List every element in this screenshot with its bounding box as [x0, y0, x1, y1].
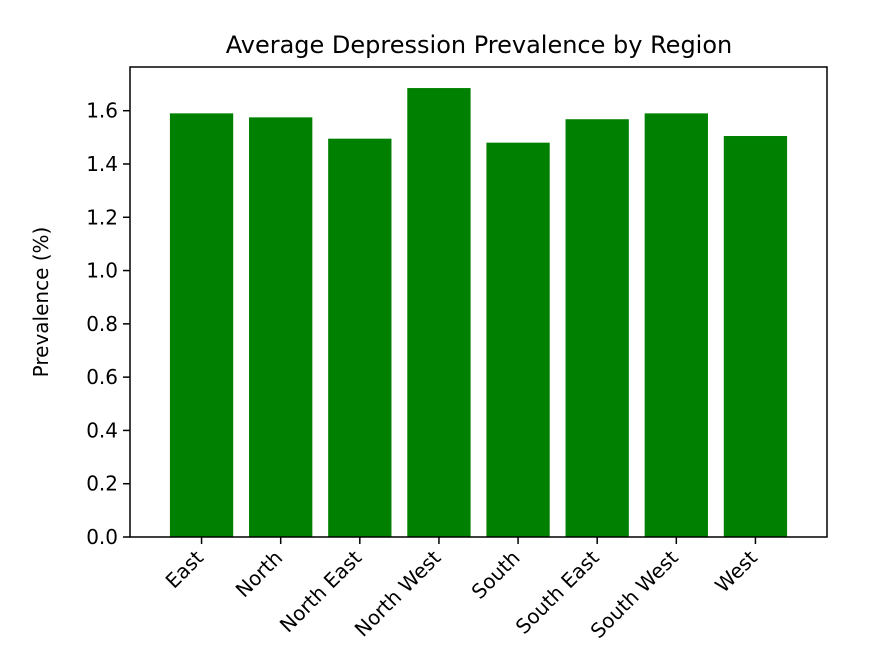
bar: [407, 88, 471, 537]
bar: [565, 119, 629, 537]
x-tick-label: West: [710, 545, 762, 597]
chart-title: Average Depression Prevalence by Region: [226, 31, 733, 59]
y-tick-label: 1.0: [86, 259, 118, 283]
y-tick-label: 0.2: [86, 472, 118, 496]
x-tick-label: East: [161, 545, 209, 593]
y-tick-label: 1.6: [86, 99, 118, 123]
bar: [644, 113, 708, 538]
bar: [723, 136, 788, 537]
bar: [328, 138, 392, 537]
y-tick-label: 0.8: [86, 312, 118, 336]
x-tick-label: North: [231, 546, 288, 603]
y-axis-label: Prevalence (%): [29, 227, 53, 378]
bar: [249, 117, 313, 537]
y-tick-label: 0.4: [86, 418, 118, 442]
y-tick-label: 1.2: [86, 205, 118, 229]
plot-frame: [129, 66, 828, 538]
y-tick-label: 0.6: [86, 365, 118, 389]
y-tick-label: 1.4: [86, 152, 118, 176]
bar: [486, 142, 550, 537]
x-tick-label: North West: [350, 545, 446, 641]
x-tick-label: South: [467, 546, 525, 604]
y-tick-label: 0.0: [86, 525, 118, 549]
bar: [169, 113, 234, 538]
y-axis: 0.0 0.2 0.4 0.6 0.8 1.0 1.2 1.4 1.6: [86, 99, 130, 549]
bars-group: [169, 88, 788, 538]
